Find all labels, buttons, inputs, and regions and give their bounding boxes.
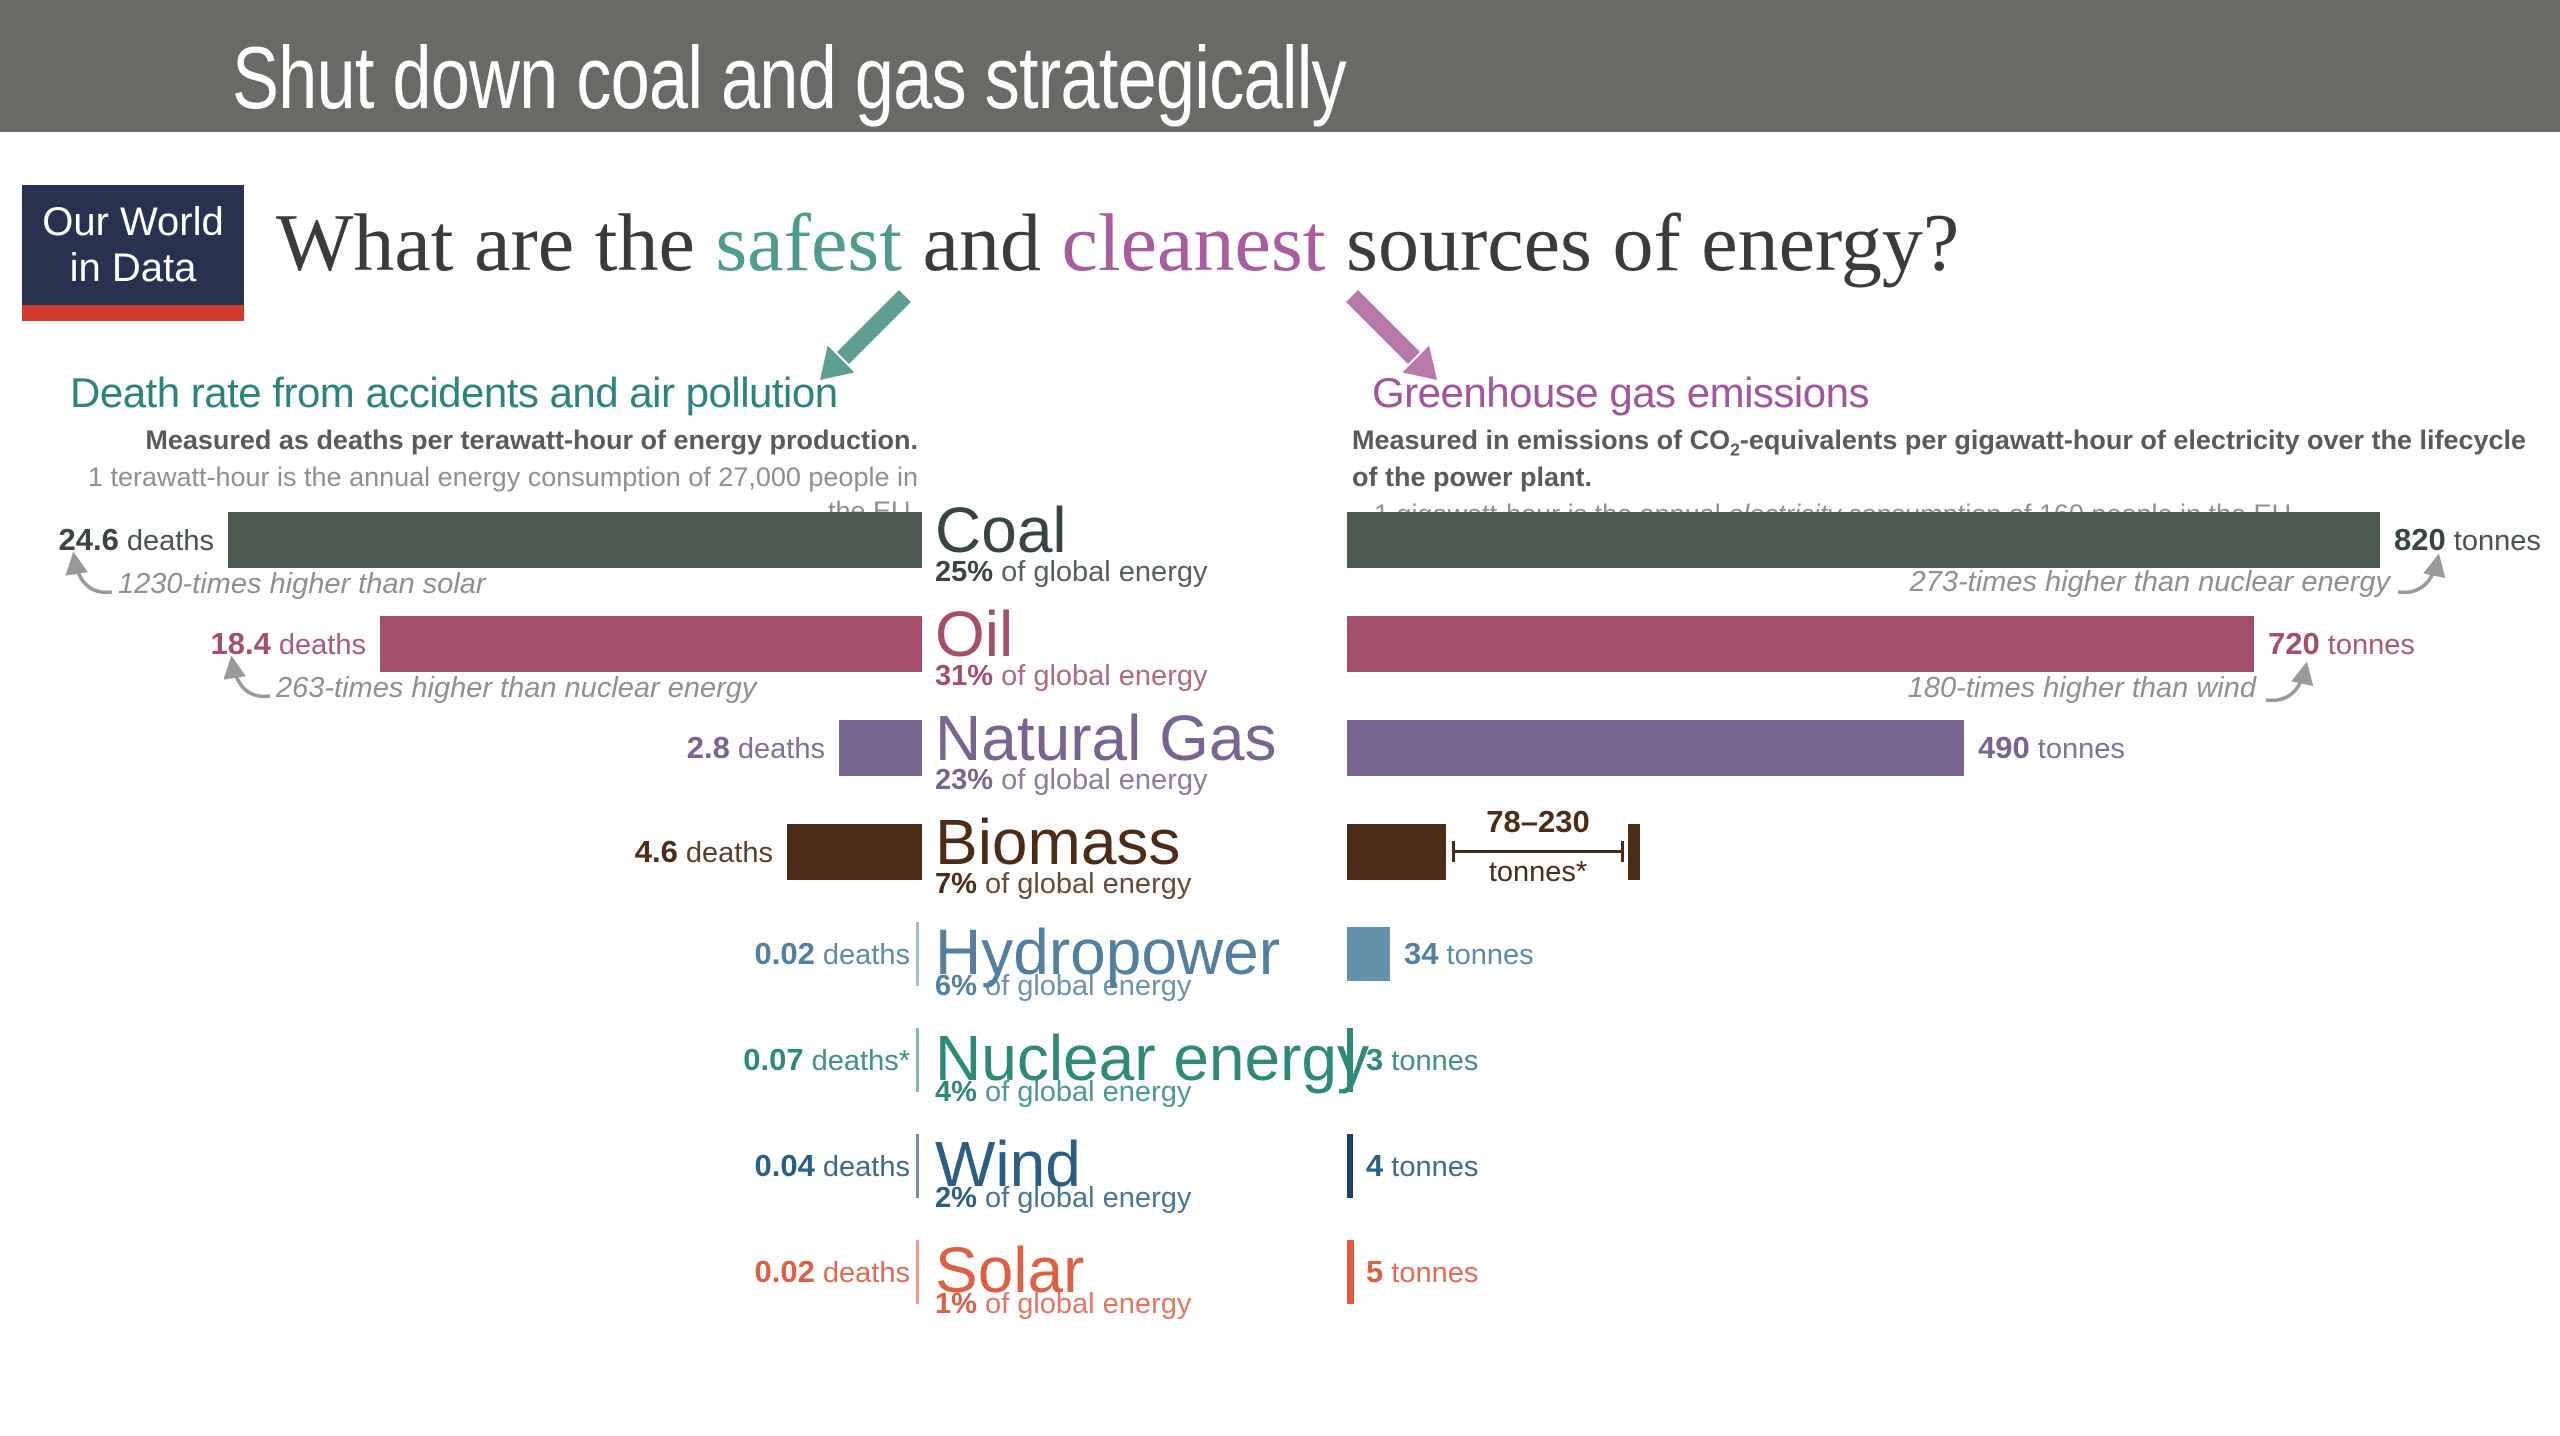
oil-left-annotation-arrow-icon [223, 655, 271, 699]
right-column-header: Greenhouse gas emissions [1372, 369, 1869, 416]
solar-deaths-bar [916, 1240, 919, 1304]
safest-highlight: safest [715, 197, 903, 288]
solar-share: 1% of global energy [935, 1288, 1192, 1320]
nuclear-deaths-bar [916, 1028, 919, 1092]
biomass-deaths-value: 4.6 deaths [634, 834, 773, 869]
wind-emissions-bar [1347, 1134, 1353, 1198]
hydro-deaths-value: 0.02 deaths [754, 936, 910, 971]
nuclear-deaths-value: 0.07 deaths* [743, 1042, 910, 1077]
oil-right-annotation-arrow-icon [2265, 661, 2314, 703]
wind-tonnes-value: 4 tonnes [1366, 1148, 1479, 1183]
biomass-range-cap-right [1621, 841, 1624, 862]
left-column-header: Death rate from accidents and air pollut… [70, 369, 838, 416]
nuclear-label: Nuclear energy [935, 1022, 1369, 1094]
chart-question-title: What are the safest and cleanest sources… [276, 197, 1960, 288]
solar-emissions-bar [1347, 1240, 1354, 1304]
owid-logo: Our World in Data [22, 185, 244, 321]
coal-left-annotation-arrow-icon [65, 551, 113, 595]
biomass-range-line [1452, 850, 1624, 853]
biomass-share: 7% of global energy [935, 868, 1192, 900]
wind-share: 2% of global energy [935, 1182, 1192, 1214]
coal-emissions-bar [1347, 512, 2380, 568]
coal-right-annotation-arrow-icon [2397, 553, 2446, 595]
coal-right-annotation: 273-times higher than nuclear energy [1909, 566, 2390, 598]
biomass-label: Biomass [935, 806, 1181, 878]
hydro-tonnes-value: 34 tonnes [1404, 936, 1534, 971]
coal-label: Coal [935, 494, 1067, 566]
gas-emissions-bar [1347, 720, 1964, 776]
solar-deaths-value: 0.02 deaths [754, 1254, 910, 1289]
slide-title-bar: Shut down coal and gas strategically [0, 0, 2560, 132]
safest-arrow-icon [820, 289, 912, 380]
gas-share: 23% of global energy [935, 764, 1208, 796]
cleanest-highlight: cleanest [1061, 197, 1326, 288]
solar-tonnes-value: 5 tonnes [1366, 1254, 1479, 1289]
oil-left-annotation: 263-times higher than nuclear energy [276, 672, 757, 704]
oil-tonnes-value: 720 tonnes [2268, 626, 2415, 661]
coal-left-annotation: 1230-times higher than solar [118, 568, 486, 600]
hydro-label: Hydropower [935, 916, 1281, 988]
owid-logo-red-stripe [22, 305, 244, 321]
oil-emissions-bar [1347, 616, 2254, 672]
owid-logo-text: Our World in Data [22, 185, 244, 305]
gas-deaths-value: 2.8 deaths [686, 730, 825, 765]
oil-right-annotation: 180-times higher than wind [1907, 672, 2256, 704]
gas-label: Natural Gas [935, 702, 1277, 774]
nuclear-tonnes-value: 3 tonnes [1366, 1042, 1479, 1077]
wind-label: Wind [935, 1128, 1081, 1200]
slide-title: Shut down coal and gas strategically [232, 28, 1347, 127]
oil-deaths-value: 18.4 deaths [210, 626, 366, 661]
nuclear-emissions-bar [1347, 1028, 1353, 1092]
solar-label: Solar [935, 1234, 1085, 1306]
hydro-emissions-bar [1347, 927, 1390, 981]
coal-deaths-value: 24.6 deaths [58, 522, 214, 557]
hydro-deaths-bar [916, 922, 919, 986]
cleanest-arrow-icon [1345, 289, 1437, 380]
biomass-range-cap-left [1452, 841, 1455, 862]
oil-label: Oil [935, 598, 1014, 670]
gas-tonnes-value: 490 tonnes [1978, 730, 2125, 765]
biomass-emissions-max-bar [1628, 824, 1640, 880]
wind-deaths-value: 0.04 deaths [754, 1148, 910, 1183]
oil-share: 31% of global energy [935, 660, 1208, 692]
coal-deaths-bar [228, 512, 922, 568]
wind-deaths-bar [916, 1134, 919, 1198]
biomass-deaths-bar [787, 824, 922, 880]
coal-share: 25% of global energy [935, 556, 1208, 588]
nuclear-share: 4% of global energy [935, 1076, 1192, 1108]
gas-deaths-bar [839, 720, 922, 776]
coal-tonnes-value: 820 tonnes [2394, 522, 2541, 557]
biomass-emissions-bar [1347, 824, 1446, 880]
oil-deaths-bar [380, 616, 922, 672]
hydro-share: 6% of global energy [935, 970, 1192, 1002]
